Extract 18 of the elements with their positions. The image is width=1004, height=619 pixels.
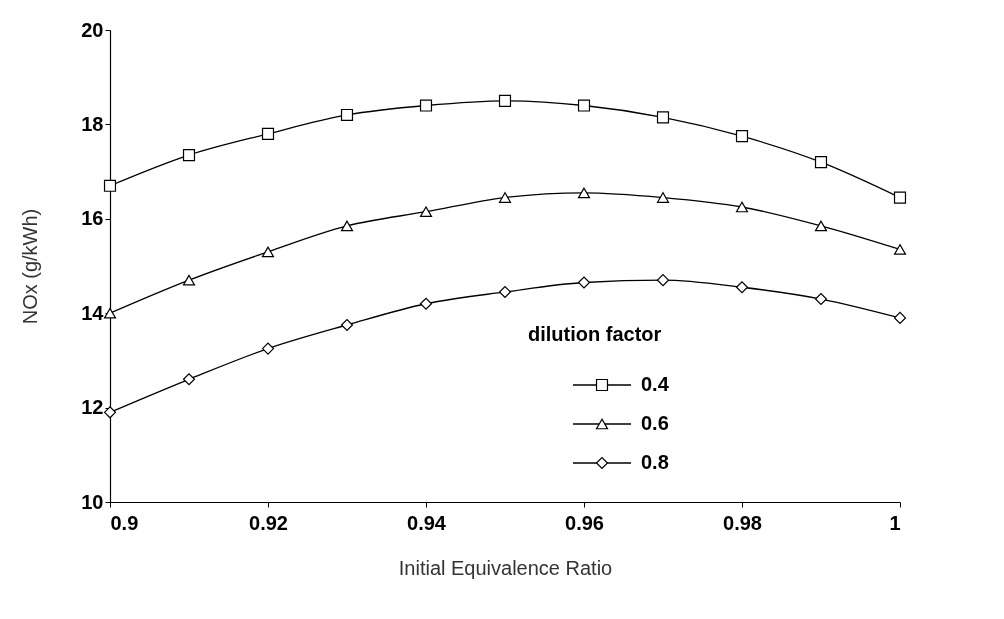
y-tick-label: 14 bbox=[81, 301, 105, 324]
x-tick-label: 0.9 bbox=[110, 511, 139, 534]
x-tick-label: 0.96 bbox=[565, 511, 604, 534]
x-tick-label: 0.98 bbox=[723, 511, 762, 534]
legend-label: 0.8 bbox=[641, 451, 669, 473]
y-tick-label: 18 bbox=[81, 112, 104, 135]
y-tick-label: 10 bbox=[81, 490, 104, 513]
y-axis-title: NOx (g/kWh) bbox=[19, 208, 42, 325]
x-tick-label: 0.94 bbox=[407, 511, 447, 534]
legend-label: 0.4 bbox=[641, 373, 670, 395]
y-tick-label: 20 bbox=[81, 18, 104, 41]
legend-label: 0.6 bbox=[641, 412, 669, 434]
x-tick-label: 1 bbox=[889, 511, 901, 534]
x-tick-label: 0.92 bbox=[249, 511, 288, 534]
x-axis-title: Initial Equivalence Ratio bbox=[398, 556, 613, 579]
y-tick-label: 12 bbox=[81, 396, 104, 419]
y-tick-label: 16 bbox=[81, 207, 104, 230]
legend-title: dilution factor bbox=[528, 323, 662, 345]
